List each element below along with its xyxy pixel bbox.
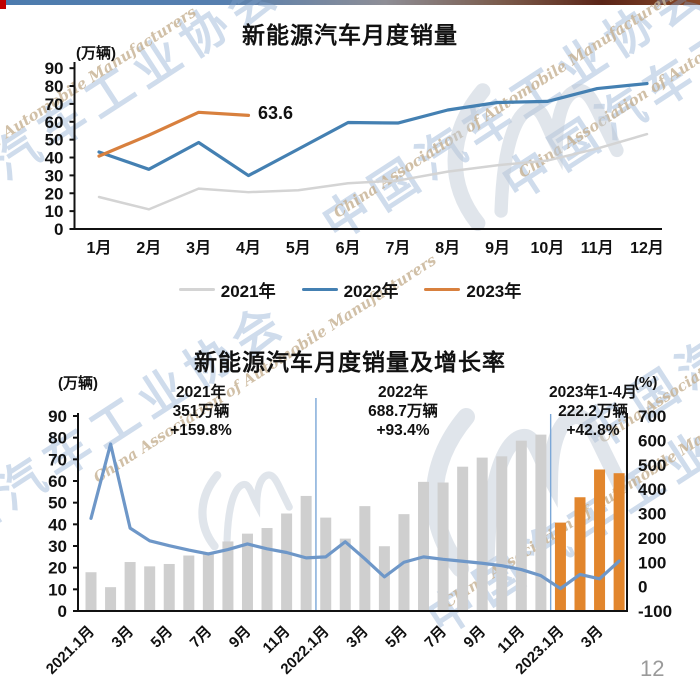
slide-top-strip: [0, 0, 700, 5]
annotation-period: 2022年: [378, 384, 428, 401]
svg-text:3月: 3月: [108, 623, 137, 652]
svg-text:70: 70: [45, 95, 64, 114]
svg-text:6月: 6月: [336, 239, 361, 257]
svg-text:90: 90: [45, 59, 64, 78]
chart2-right-y-unit-label: (%): [634, 374, 658, 391]
annotation-growth: +42.8%: [566, 422, 620, 439]
svg-text:7月: 7月: [421, 623, 450, 652]
annotation-growth: +93.4%: [376, 422, 430, 439]
svg-text:30: 30: [48, 537, 67, 556]
legend-item-2021: 2021年: [178, 277, 276, 302]
svg-text:100: 100: [638, 553, 666, 572]
svg-text:700: 700: [638, 407, 666, 426]
svg-text:4月: 4月: [236, 239, 261, 257]
svg-text:10月: 10月: [530, 239, 564, 257]
svg-text:500: 500: [638, 456, 666, 475]
svg-text:0: 0: [54, 220, 63, 239]
legend-label-2021: 2021年: [220, 282, 276, 301]
svg-text:9月: 9月: [485, 239, 510, 257]
annotation-block-2023: 2023年1-4月 222.2万辆 +42.8%: [549, 383, 637, 440]
svg-text:0: 0: [638, 578, 647, 597]
svg-text:7月: 7月: [385, 239, 410, 257]
svg-text:90: 90: [48, 407, 67, 426]
svg-text:10: 10: [45, 202, 64, 221]
svg-text:3月: 3月: [343, 623, 372, 652]
svg-text:5月: 5月: [382, 623, 411, 652]
svg-text:40: 40: [45, 149, 64, 168]
svg-text:60: 60: [45, 113, 64, 132]
svg-text:10: 10: [48, 580, 67, 599]
svg-text:2021.1月: 2021.1月: [43, 623, 98, 678]
svg-text:3月: 3月: [186, 239, 211, 257]
svg-text:5月: 5月: [286, 239, 311, 257]
svg-text:8月: 8月: [435, 239, 460, 257]
legend-label-2023: 2023年: [466, 282, 522, 301]
svg-text:300: 300: [638, 505, 666, 524]
legend-swatch-2023: [424, 287, 461, 292]
svg-text:50: 50: [48, 494, 67, 513]
annotation-volume: 351万辆: [172, 403, 230, 420]
annotation-period: 2023年1-4月: [549, 384, 637, 401]
page-number: 12: [640, 656, 665, 681]
slide-corner-accent: [0, 0, 6, 9]
svg-text:1月: 1月: [87, 239, 112, 257]
svg-text:5月: 5月: [148, 623, 177, 652]
chart1-point-annotation: 63.6: [258, 103, 294, 123]
svg-text:20: 20: [45, 184, 64, 203]
svg-text:60: 60: [48, 472, 67, 491]
annotation-volume: 688.7万辆: [368, 403, 438, 420]
svg-text:20: 20: [48, 559, 67, 578]
legend-item-2022: 2022年: [301, 277, 399, 302]
annotation-period: 2021年: [176, 384, 226, 401]
svg-text:12月: 12月: [630, 239, 664, 257]
legend-swatch-2022: [301, 287, 338, 292]
legend-swatch-2021: [178, 287, 215, 292]
svg-text:40: 40: [48, 515, 67, 534]
svg-text:80: 80: [48, 429, 67, 448]
svg-text:3月: 3月: [578, 623, 607, 652]
chart1-y-unit-label: (万辆): [76, 45, 116, 62]
svg-text:7月: 7月: [187, 623, 216, 652]
annotation-block-2022: 2022年 688.7万辆 +93.4%: [368, 383, 438, 440]
chart1-legend: 2021年 2022年 2023年: [0, 277, 700, 302]
legend-label-2022: 2022年: [343, 282, 399, 301]
annotation-growth: +159.8%: [170, 422, 232, 439]
svg-text:30: 30: [45, 166, 64, 185]
svg-text:-100: -100: [638, 602, 672, 621]
svg-text:70: 70: [48, 450, 67, 469]
svg-text:11月: 11月: [494, 623, 528, 657]
svg-text:9月: 9月: [461, 623, 490, 652]
svg-text:600: 600: [638, 431, 666, 450]
svg-text:400: 400: [638, 480, 666, 499]
annotation-volume: 222.2万辆: [558, 403, 628, 420]
svg-text:2月: 2月: [136, 239, 161, 257]
svg-text:11月: 11月: [260, 623, 294, 657]
svg-text:200: 200: [638, 529, 666, 548]
annotation-block-2021: 2021年 351万辆 +159.8%: [170, 383, 232, 440]
svg-text:80: 80: [45, 77, 64, 96]
svg-text:50: 50: [45, 131, 64, 150]
svg-text:9月: 9月: [226, 623, 255, 652]
legend-item-2023: 2023年: [424, 277, 521, 302]
chart2-left-y-unit-label: (万辆): [58, 375, 98, 392]
chart1-title: 新能源汽车月度销量: [242, 22, 458, 48]
chart2-title: 新能源汽车月度销量及增长率: [194, 349, 506, 375]
svg-text:11月: 11月: [581, 239, 614, 257]
svg-text:0: 0: [58, 602, 67, 621]
